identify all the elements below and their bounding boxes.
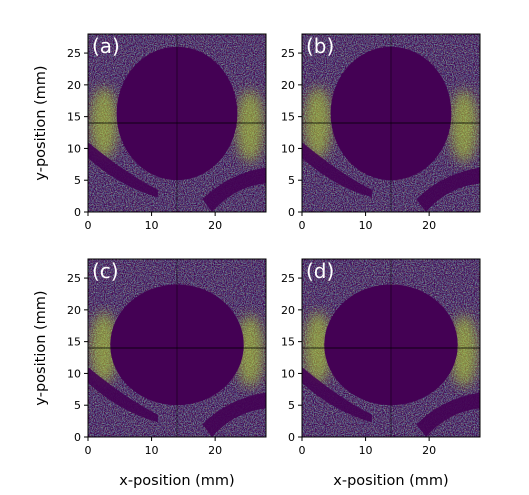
y-tick-label: 20 xyxy=(281,79,295,92)
shadow-streak xyxy=(416,167,480,212)
heatmap-panel-d: (d) 0 10 20 0 5 10 15 20 25 x-position (mm) xyxy=(281,258,481,489)
y-tick-label: 0 xyxy=(288,206,295,219)
y-tick-label: 5 xyxy=(74,174,81,187)
y-tick-label: 10 xyxy=(67,142,81,155)
axes-frame xyxy=(87,258,267,438)
y-tick-label: 20 xyxy=(67,304,81,317)
y-tick-label: 10 xyxy=(281,367,295,380)
y-axis-label: y-position (mm) xyxy=(33,290,49,405)
shadow-streak xyxy=(302,367,372,423)
shadow-streak xyxy=(416,392,480,437)
x-tick-label: 10 xyxy=(145,444,159,457)
x-tick-label: 20 xyxy=(422,444,436,457)
x-axis-label: x-position (mm) xyxy=(333,473,448,489)
y-tick-label: 5 xyxy=(74,399,81,412)
x-tick-label: 10 xyxy=(359,219,373,232)
y-tick-label: 25 xyxy=(67,272,81,285)
panel-label: (a) xyxy=(92,34,120,58)
y-tick-label: 10 xyxy=(67,367,81,380)
y-tick-label: 10 xyxy=(281,142,295,155)
x-axis-label: x-position (mm) xyxy=(119,473,234,489)
heatmap-image xyxy=(302,34,480,212)
x-tick-label: 0 xyxy=(299,219,306,232)
y-tick-label: 25 xyxy=(281,272,295,285)
y-tick-label: 5 xyxy=(288,399,295,412)
y-tick-label: 0 xyxy=(288,431,295,444)
x-tick-label: 0 xyxy=(299,444,306,457)
y-axis-label: y-position (mm) xyxy=(33,65,49,180)
y-tick-label: 0 xyxy=(74,431,81,444)
y-tick-label: 20 xyxy=(281,304,295,317)
shadow-streak xyxy=(202,392,266,437)
y-tick-label: 25 xyxy=(281,47,295,60)
heatmap-image xyxy=(88,259,266,437)
axes-frame xyxy=(87,33,267,213)
y-tick-label: 20 xyxy=(67,79,81,92)
x-tick-label: 20 xyxy=(208,444,222,457)
heatmap-image xyxy=(88,34,266,212)
heatmap-panel-c: (c) 0 10 20 0 5 10 15 20 25 x-position (mm) y-posit… xyxy=(33,258,267,489)
shadow-streak xyxy=(88,367,158,423)
x-tick-label: 20 xyxy=(208,219,222,232)
x-tick-label: 0 xyxy=(85,219,92,232)
heatmap-panel-a: (a) 0 10 20 0 5 10 15 20 25 y-position (mm) xyxy=(33,33,267,232)
axes-frame xyxy=(301,33,481,213)
x-tick-label: 0 xyxy=(85,444,92,457)
heatmap-panel-b: (b) 0 10 20 0 5 10 15 20 25 xyxy=(281,33,481,232)
axes-frame xyxy=(301,258,481,438)
y-tick-label: 0 xyxy=(74,206,81,219)
shadow-streak xyxy=(202,167,266,212)
y-tick-label: 15 xyxy=(67,336,81,349)
panel-label: (c) xyxy=(92,259,119,283)
y-tick-label: 15 xyxy=(281,336,295,349)
y-tick-label: 5 xyxy=(288,174,295,187)
y-tick-label: 25 xyxy=(67,47,81,60)
heatmap-image xyxy=(302,259,480,437)
shadow-streak xyxy=(302,142,372,198)
y-tick-label: 15 xyxy=(281,111,295,124)
panel-label: (b) xyxy=(306,34,334,58)
x-tick-label: 10 xyxy=(359,444,373,457)
y-tick-label: 15 xyxy=(67,111,81,124)
x-tick-label: 10 xyxy=(145,219,159,232)
panel-label: (d) xyxy=(306,259,334,283)
x-tick-label: 20 xyxy=(422,219,436,232)
shadow-streak xyxy=(88,142,158,198)
